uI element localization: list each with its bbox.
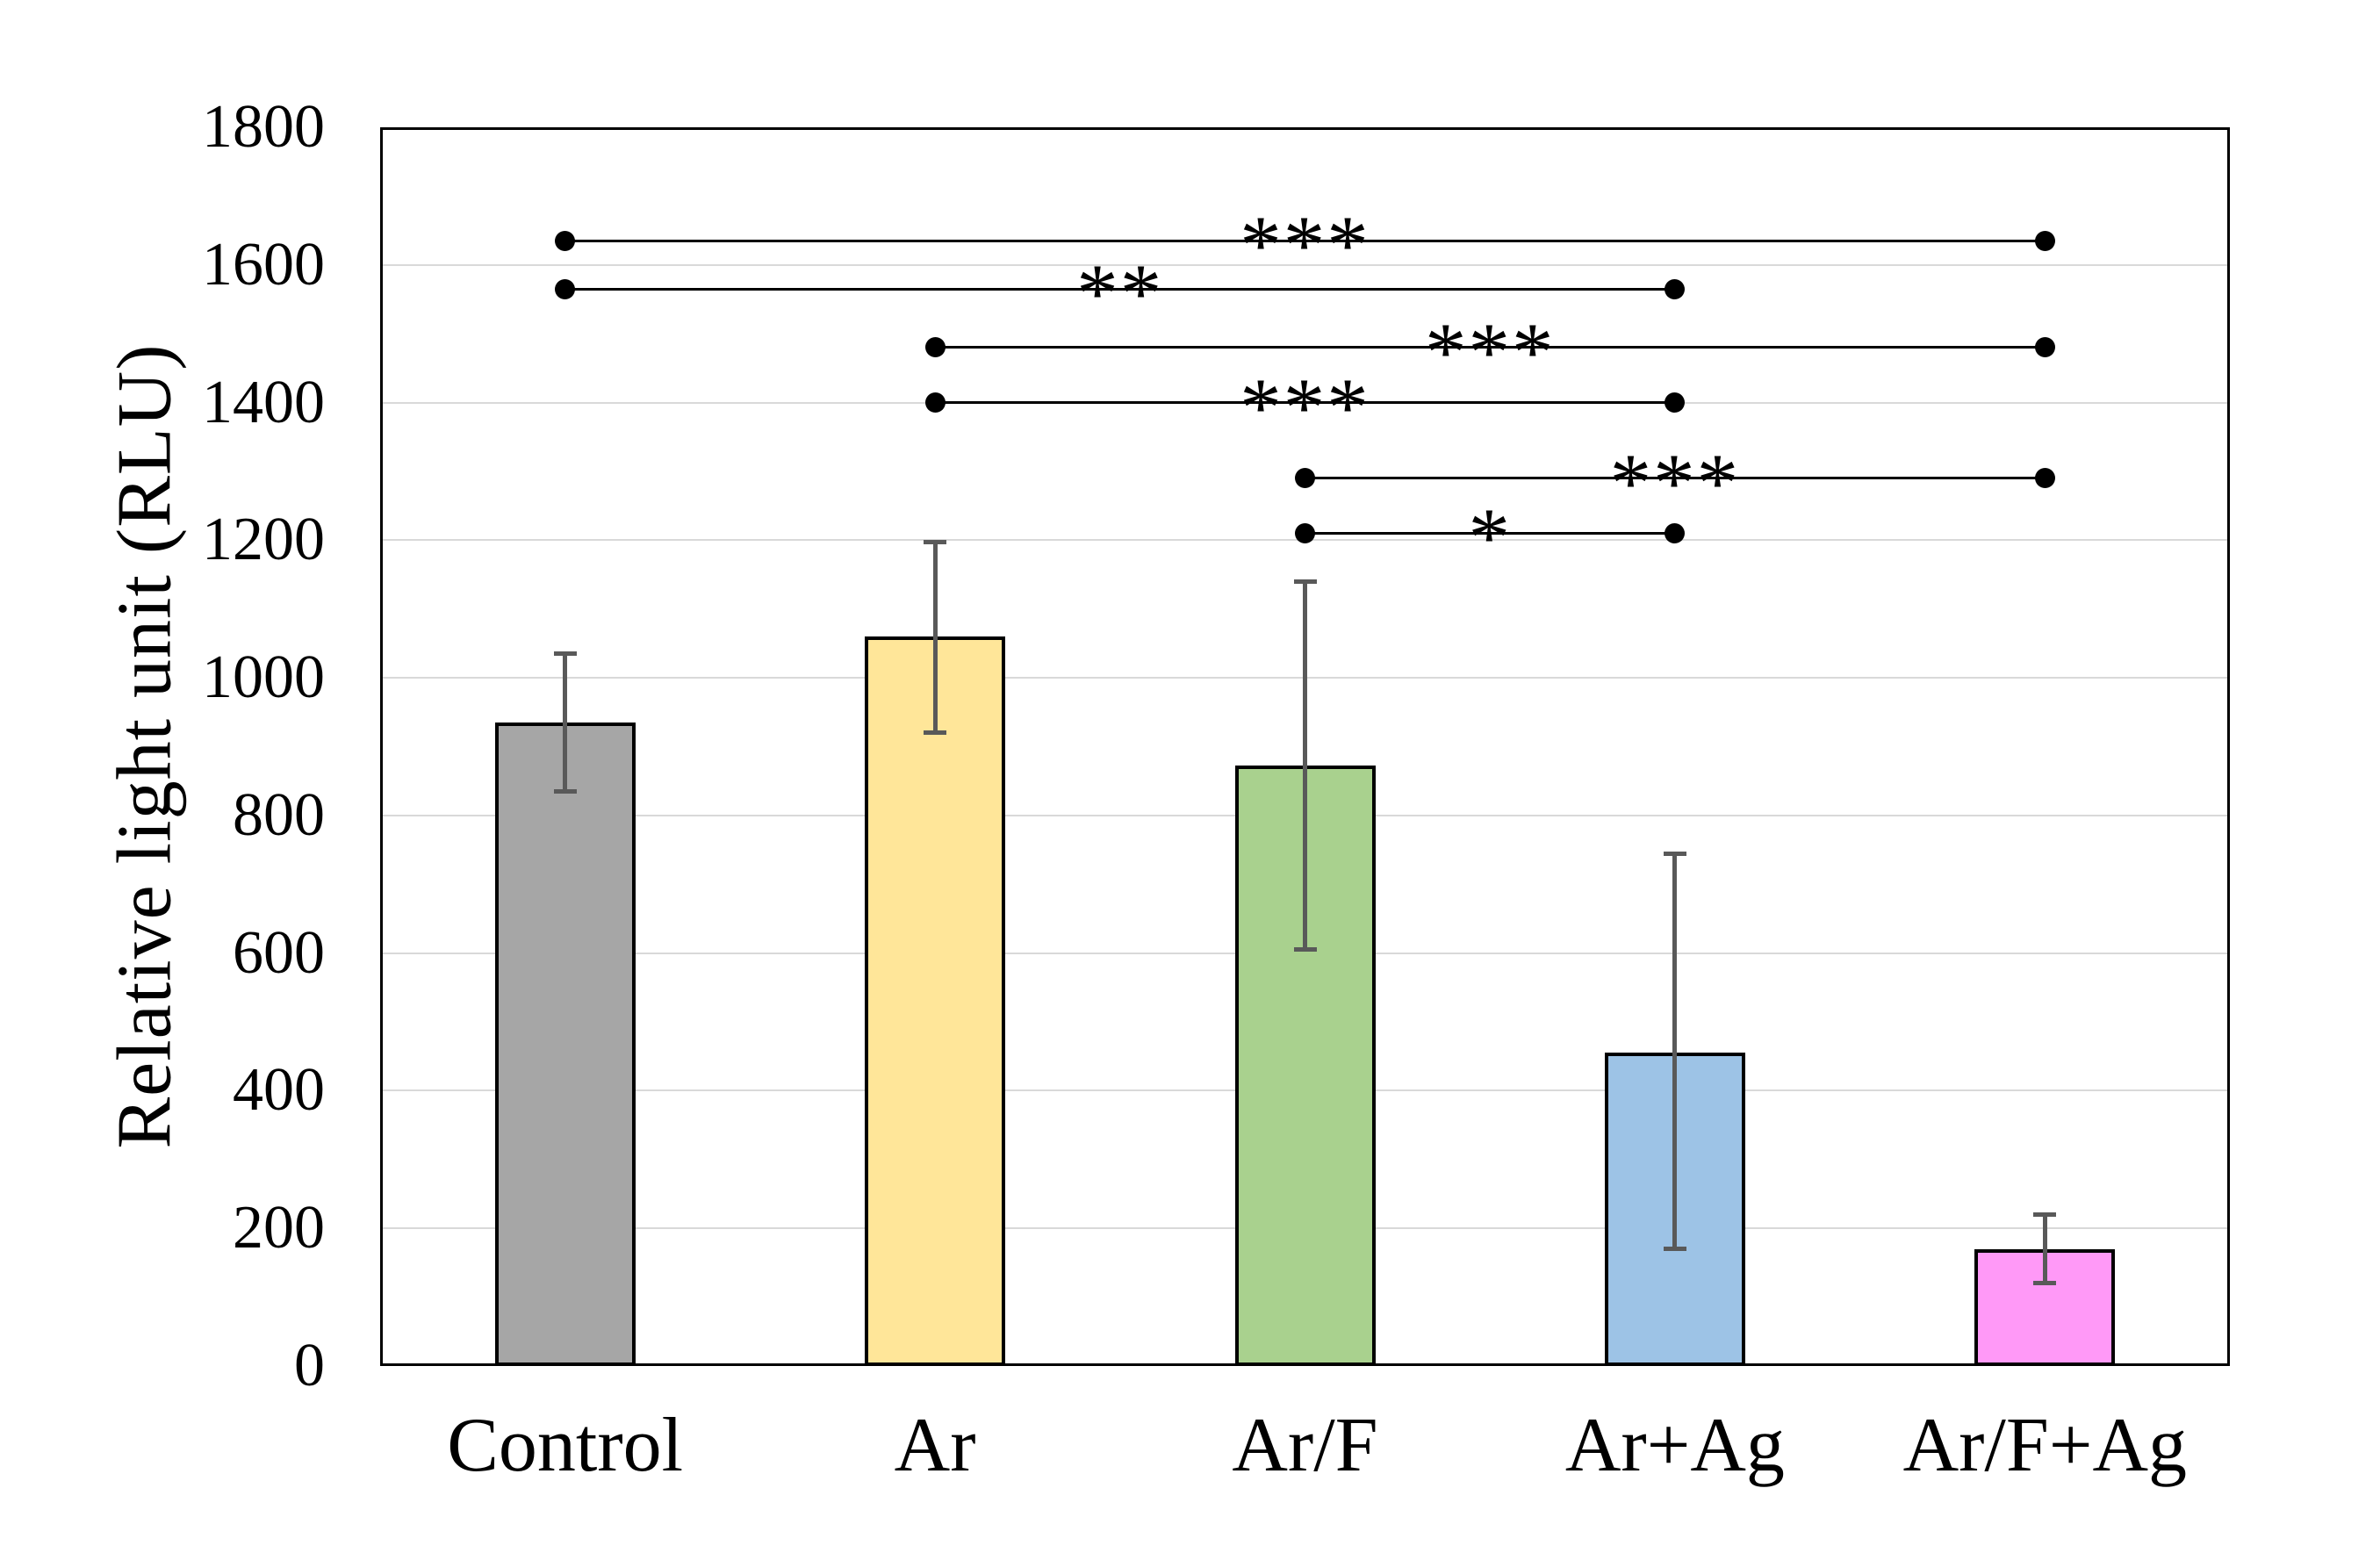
significance-line [1305, 531, 1675, 535]
significance-stars-label: *** [1609, 435, 1741, 529]
significance-stars-label: *** [1240, 360, 1370, 454]
error-bar-cap [553, 651, 577, 657]
significance-line [564, 239, 2046, 242]
significance-endpoint-dot [2034, 337, 2055, 358]
significance-endpoint-dot [924, 337, 946, 358]
y-tick-label: 1600 [202, 230, 325, 298]
error-bar-cap [1293, 579, 1317, 584]
y-tick-label: 0 [294, 1332, 325, 1399]
significance-line [935, 401, 1675, 405]
error-bar-stem [2042, 1214, 2047, 1283]
error-bar-stem [563, 653, 568, 792]
error-bar-cap [1663, 1247, 1686, 1252]
gridline [380, 263, 2230, 266]
error-bar-cap [2033, 1212, 2057, 1218]
significance-endpoint-dot [1295, 468, 1315, 489]
significance-stars-label: *** [1240, 198, 1370, 292]
significance-endpoint-dot [2034, 468, 2055, 489]
y-tick-label: 1800 [202, 93, 325, 161]
y-axis-title: Relative light unit (RLU) [102, 343, 188, 1149]
y-tick-label: 400 [233, 1056, 325, 1125]
x-category-label: Ar/F [1232, 1403, 1378, 1488]
error-bar-stem [1303, 581, 1307, 950]
error-bar-cap [2033, 1281, 2057, 1286]
y-tick-label: 800 [233, 780, 325, 849]
significance-endpoint-dot [555, 278, 576, 299]
significance-stars-label: * [1468, 491, 1512, 585]
x-category-label: Ar/F+Ag [1902, 1403, 2188, 1488]
error-bar-stem [1672, 853, 1678, 1249]
significance-endpoint-dot [1295, 522, 1315, 543]
x-category-label: Ar [894, 1403, 976, 1488]
y-tick-label: 600 [233, 918, 325, 987]
significance-endpoint-dot [1665, 392, 1686, 413]
error-bar-cap [1663, 852, 1686, 857]
significance-line [564, 287, 1675, 291]
significance-stars-label: *** [1424, 305, 1556, 399]
significance-endpoint-dot [924, 392, 946, 413]
significance-endpoint-dot [2034, 230, 2055, 251]
significance-endpoint-dot [1665, 522, 1686, 543]
x-category-label: Ar+Ag [1564, 1403, 1785, 1488]
significance-line [1305, 477, 2046, 480]
error-bar-cap [924, 540, 947, 545]
error-bar-cap [553, 788, 577, 794]
bar-ar-f [1234, 766, 1376, 1366]
bar-ar [865, 636, 1006, 1366]
significance-endpoint-dot [555, 230, 576, 251]
significance-line [935, 346, 2046, 349]
error-bar-cap [924, 730, 947, 736]
significance-stars-label: ** [1076, 247, 1164, 341]
y-tick-label: 200 [233, 1194, 325, 1262]
bar-control [494, 723, 636, 1366]
y-tick-label: 1400 [202, 368, 325, 436]
y-tick-label: 1200 [202, 506, 325, 574]
significance-endpoint-dot [1665, 278, 1686, 299]
y-tick-label: 1000 [202, 643, 325, 712]
x-category-label: Control [447, 1403, 684, 1488]
error-bar-cap [1293, 947, 1317, 953]
error-bar-stem [932, 542, 938, 733]
